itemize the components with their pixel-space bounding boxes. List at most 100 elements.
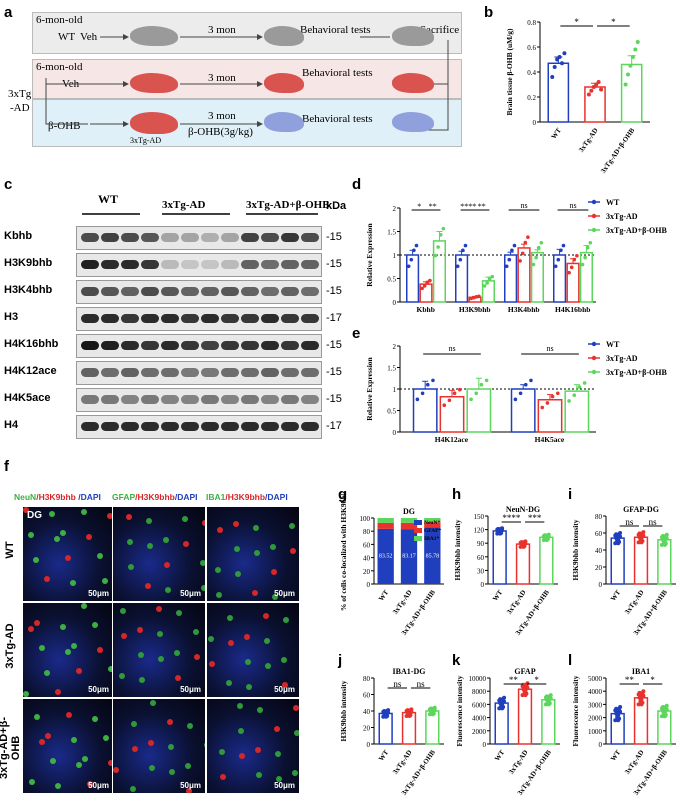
- micro-cell: [283, 617, 289, 623]
- chart-j: 0 20 40 60 80 H3K9bhb intensity IBA1-DG WT 3xTg-…: [339, 667, 444, 797]
- wt-age: 6-mon-old: [36, 14, 83, 26]
- data-point: [406, 264, 411, 269]
- micro-cell: [202, 520, 205, 526]
- panel-label-h: h: [452, 486, 462, 503]
- blot-band: [81, 287, 99, 296]
- chart-h: 0 30 60 90 120 150 H3K9bhb intensity NeuN-DG WT 3…: [453, 505, 558, 637]
- scale-bar-label: 50μm: [88, 589, 109, 598]
- bar: [517, 688, 533, 745]
- x-tick-label: WT: [377, 588, 390, 602]
- data-point: [556, 257, 561, 262]
- data-point: [384, 714, 389, 719]
- ad-behavior: Behavioral tests: [302, 67, 373, 79]
- data-point: [559, 61, 564, 66]
- micro-image: 50μm: [112, 506, 206, 602]
- blot-band: [161, 395, 179, 404]
- blot-band: [121, 233, 139, 242]
- y-tick-label: 2: [393, 343, 397, 351]
- x-tick-label: 3xTg-AD: [623, 589, 645, 616]
- y-tick-label: 0: [599, 741, 603, 749]
- mouse-icon: [130, 112, 178, 134]
- blot-band: [141, 395, 159, 404]
- blot-band: [121, 314, 139, 323]
- legend-label: WT: [606, 198, 620, 207]
- data-point: [520, 251, 525, 256]
- data-point: [562, 51, 567, 56]
- micro-cell: [246, 684, 252, 690]
- mouse-icon: [392, 112, 434, 132]
- blot-band: [261, 314, 279, 323]
- blot-band: [181, 422, 199, 431]
- blot-band: [261, 233, 279, 242]
- micro-cell: [294, 730, 299, 736]
- blot-band: [201, 422, 219, 431]
- scheme-row-ad-veh: [32, 59, 462, 99]
- significance-label: ns: [520, 201, 527, 210]
- micro-cell: [149, 765, 155, 771]
- significance-label: ns: [393, 679, 402, 689]
- blot-row-label: H4K12ace: [4, 365, 57, 377]
- x-tick-label: WT: [377, 748, 390, 762]
- micro-cell: [164, 562, 170, 568]
- micro-image: 50μm: [206, 602, 300, 698]
- data-point: [474, 391, 479, 396]
- scale-bar-label: 50μm: [88, 781, 109, 790]
- x-tick-label: Kbhb: [417, 305, 435, 314]
- blot-band: [141, 260, 159, 269]
- x-tick-label: H4K16bhb: [555, 305, 590, 314]
- data-point: [580, 262, 585, 267]
- chart-title: DG: [403, 507, 415, 516]
- micro-image: 50μm: [112, 602, 206, 698]
- panel-label-j: j: [338, 652, 343, 669]
- legend-swatch: [414, 528, 422, 533]
- micro-cell: [270, 544, 276, 550]
- blot-kda: -17: [326, 312, 342, 324]
- bohb-behavior: Behavioral tests: [302, 113, 373, 125]
- chart-i: 0 20 40 60 80 H3K9bhb intensity GFAP-DG WT 3xTg-…: [571, 505, 676, 637]
- micro-cell: [65, 555, 71, 561]
- data-point: [552, 65, 557, 69]
- wt-label: WT: [58, 31, 76, 43]
- data-point: [539, 240, 544, 245]
- micro-cell: [60, 530, 66, 536]
- blot-band: [101, 260, 119, 269]
- scale-bar-label: 50μm: [274, 589, 295, 598]
- panel-label-a: a: [4, 4, 13, 21]
- data-point: [422, 284, 427, 288]
- micro-cell: [185, 763, 191, 769]
- micro-header-part: NeuN: [14, 492, 37, 502]
- y-tick-label: 150: [474, 513, 485, 521]
- ad-age: 6-mon-old: [36, 61, 83, 73]
- micro-cell: [228, 640, 234, 646]
- data-point: [433, 253, 438, 258]
- y-tick-label: 0.6: [527, 44, 536, 52]
- ad-group-label: 3xTg: [8, 88, 32, 100]
- scheme-arrows: [45, 34, 449, 131]
- blot-band: [221, 422, 239, 431]
- y-tick-label: 0: [393, 429, 397, 437]
- micro-cell: [55, 689, 61, 695]
- data-point: [555, 391, 560, 396]
- blot-kda: -17: [326, 420, 342, 432]
- blot-band: [81, 368, 99, 377]
- x-tick-label: 3xTg-AD+β-OHB: [599, 126, 636, 174]
- data-point: [664, 536, 669, 541]
- significance-label: **: [509, 675, 518, 685]
- bar: [439, 395, 465, 433]
- data-point: [452, 391, 457, 396]
- bar: [539, 536, 554, 585]
- blot-band: [141, 341, 159, 350]
- data-point: [457, 387, 462, 392]
- micro-cell: [158, 656, 164, 662]
- data-point: [540, 405, 545, 410]
- data-point: [594, 82, 599, 87]
- y-tick-label: 20: [363, 568, 371, 576]
- x-tick-label: 3xTg-AD: [623, 749, 645, 776]
- data-point: [412, 248, 416, 253]
- data-label: 83.52: [379, 554, 393, 560]
- significance-label: **: [429, 202, 437, 211]
- y-tick-label: 2: [393, 205, 397, 213]
- y-axis-label: Brain tissue β-OHB (uM/g): [505, 28, 514, 116]
- blot-row-label: H3: [4, 311, 19, 323]
- bar: [412, 388, 438, 433]
